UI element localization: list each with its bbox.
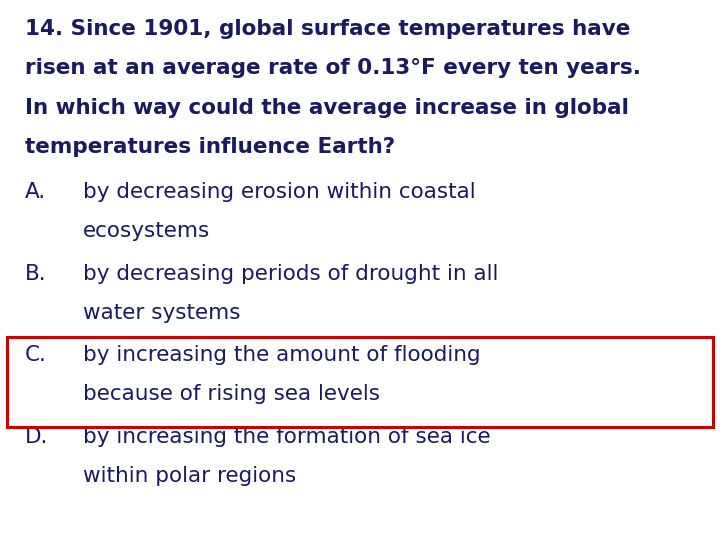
Text: because of rising sea levels: because of rising sea levels: [83, 384, 380, 404]
Text: D.: D.: [25, 427, 48, 447]
Text: temperatures influence Earth?: temperatures influence Earth?: [25, 137, 395, 157]
Text: In which way could the average increase in global: In which way could the average increase …: [25, 98, 629, 118]
Text: within polar regions: within polar regions: [83, 466, 296, 486]
Text: by decreasing erosion within coastal: by decreasing erosion within coastal: [83, 182, 475, 202]
Text: C.: C.: [25, 345, 47, 365]
Bar: [7, 337, 713, 427]
Text: B.: B.: [25, 264, 47, 284]
Text: by increasing the formation of sea ice: by increasing the formation of sea ice: [83, 427, 490, 447]
Text: water systems: water systems: [83, 303, 240, 323]
Text: 14. Since 1901, global surface temperatures have: 14. Since 1901, global surface temperatu…: [25, 19, 631, 39]
Text: by decreasing periods of drought in all: by decreasing periods of drought in all: [83, 264, 498, 284]
Text: risen at an average rate of 0.13°F every ten years.: risen at an average rate of 0.13°F every…: [25, 58, 642, 78]
Text: by increasing the amount of flooding: by increasing the amount of flooding: [83, 345, 480, 365]
Text: A.: A.: [25, 182, 47, 202]
Text: ecosystems: ecosystems: [83, 221, 210, 241]
